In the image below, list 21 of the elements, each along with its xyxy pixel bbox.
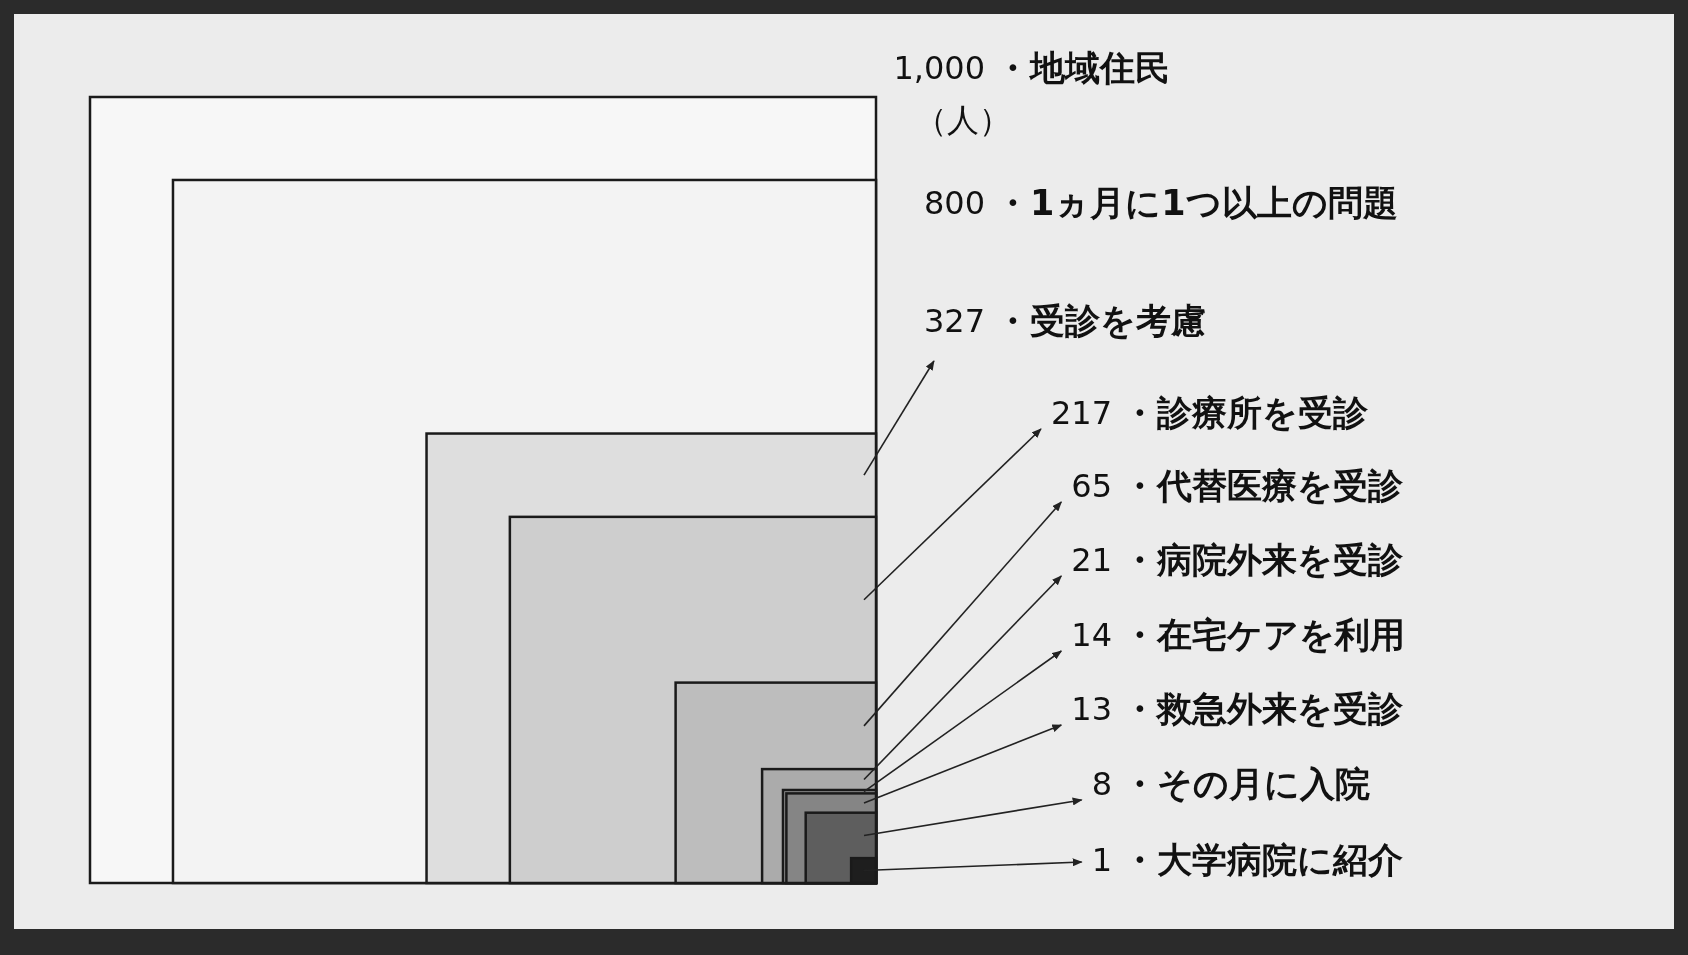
category-label: ・受診を考慮 xyxy=(995,301,1206,341)
category-label: ・救急外来を受診 xyxy=(1122,689,1404,729)
category-label: ・代替医療を受診 xyxy=(1122,466,1404,506)
category-label: ・地域住民 xyxy=(995,48,1170,88)
data-label: 327 xyxy=(923,302,985,340)
data-label: 8 xyxy=(1091,765,1112,803)
data-label: 217 xyxy=(1050,394,1112,432)
category-label: ・病院外来を受診 xyxy=(1122,540,1404,580)
category-label: ・大学病院に紹介 xyxy=(1122,840,1403,880)
data-label: 21 xyxy=(1071,541,1112,579)
category-label: ・その月に入院 xyxy=(1122,764,1370,804)
data-label: 14 xyxy=(1071,616,1112,654)
data-label: 65 xyxy=(1071,467,1112,505)
data-label: 800 xyxy=(923,184,985,222)
data-label: 13 xyxy=(1071,690,1112,728)
text: （人） xyxy=(915,101,1011,139)
data-label: 1 xyxy=(1091,841,1112,879)
category-label: ・診療所を受診 xyxy=(1122,393,1369,433)
data-label: 1,000 xyxy=(893,49,985,87)
category-label: ・1ヵ月に1つ以上の問題 xyxy=(995,183,1398,223)
category-label: ・在宅ケアを利用 xyxy=(1122,615,1405,655)
